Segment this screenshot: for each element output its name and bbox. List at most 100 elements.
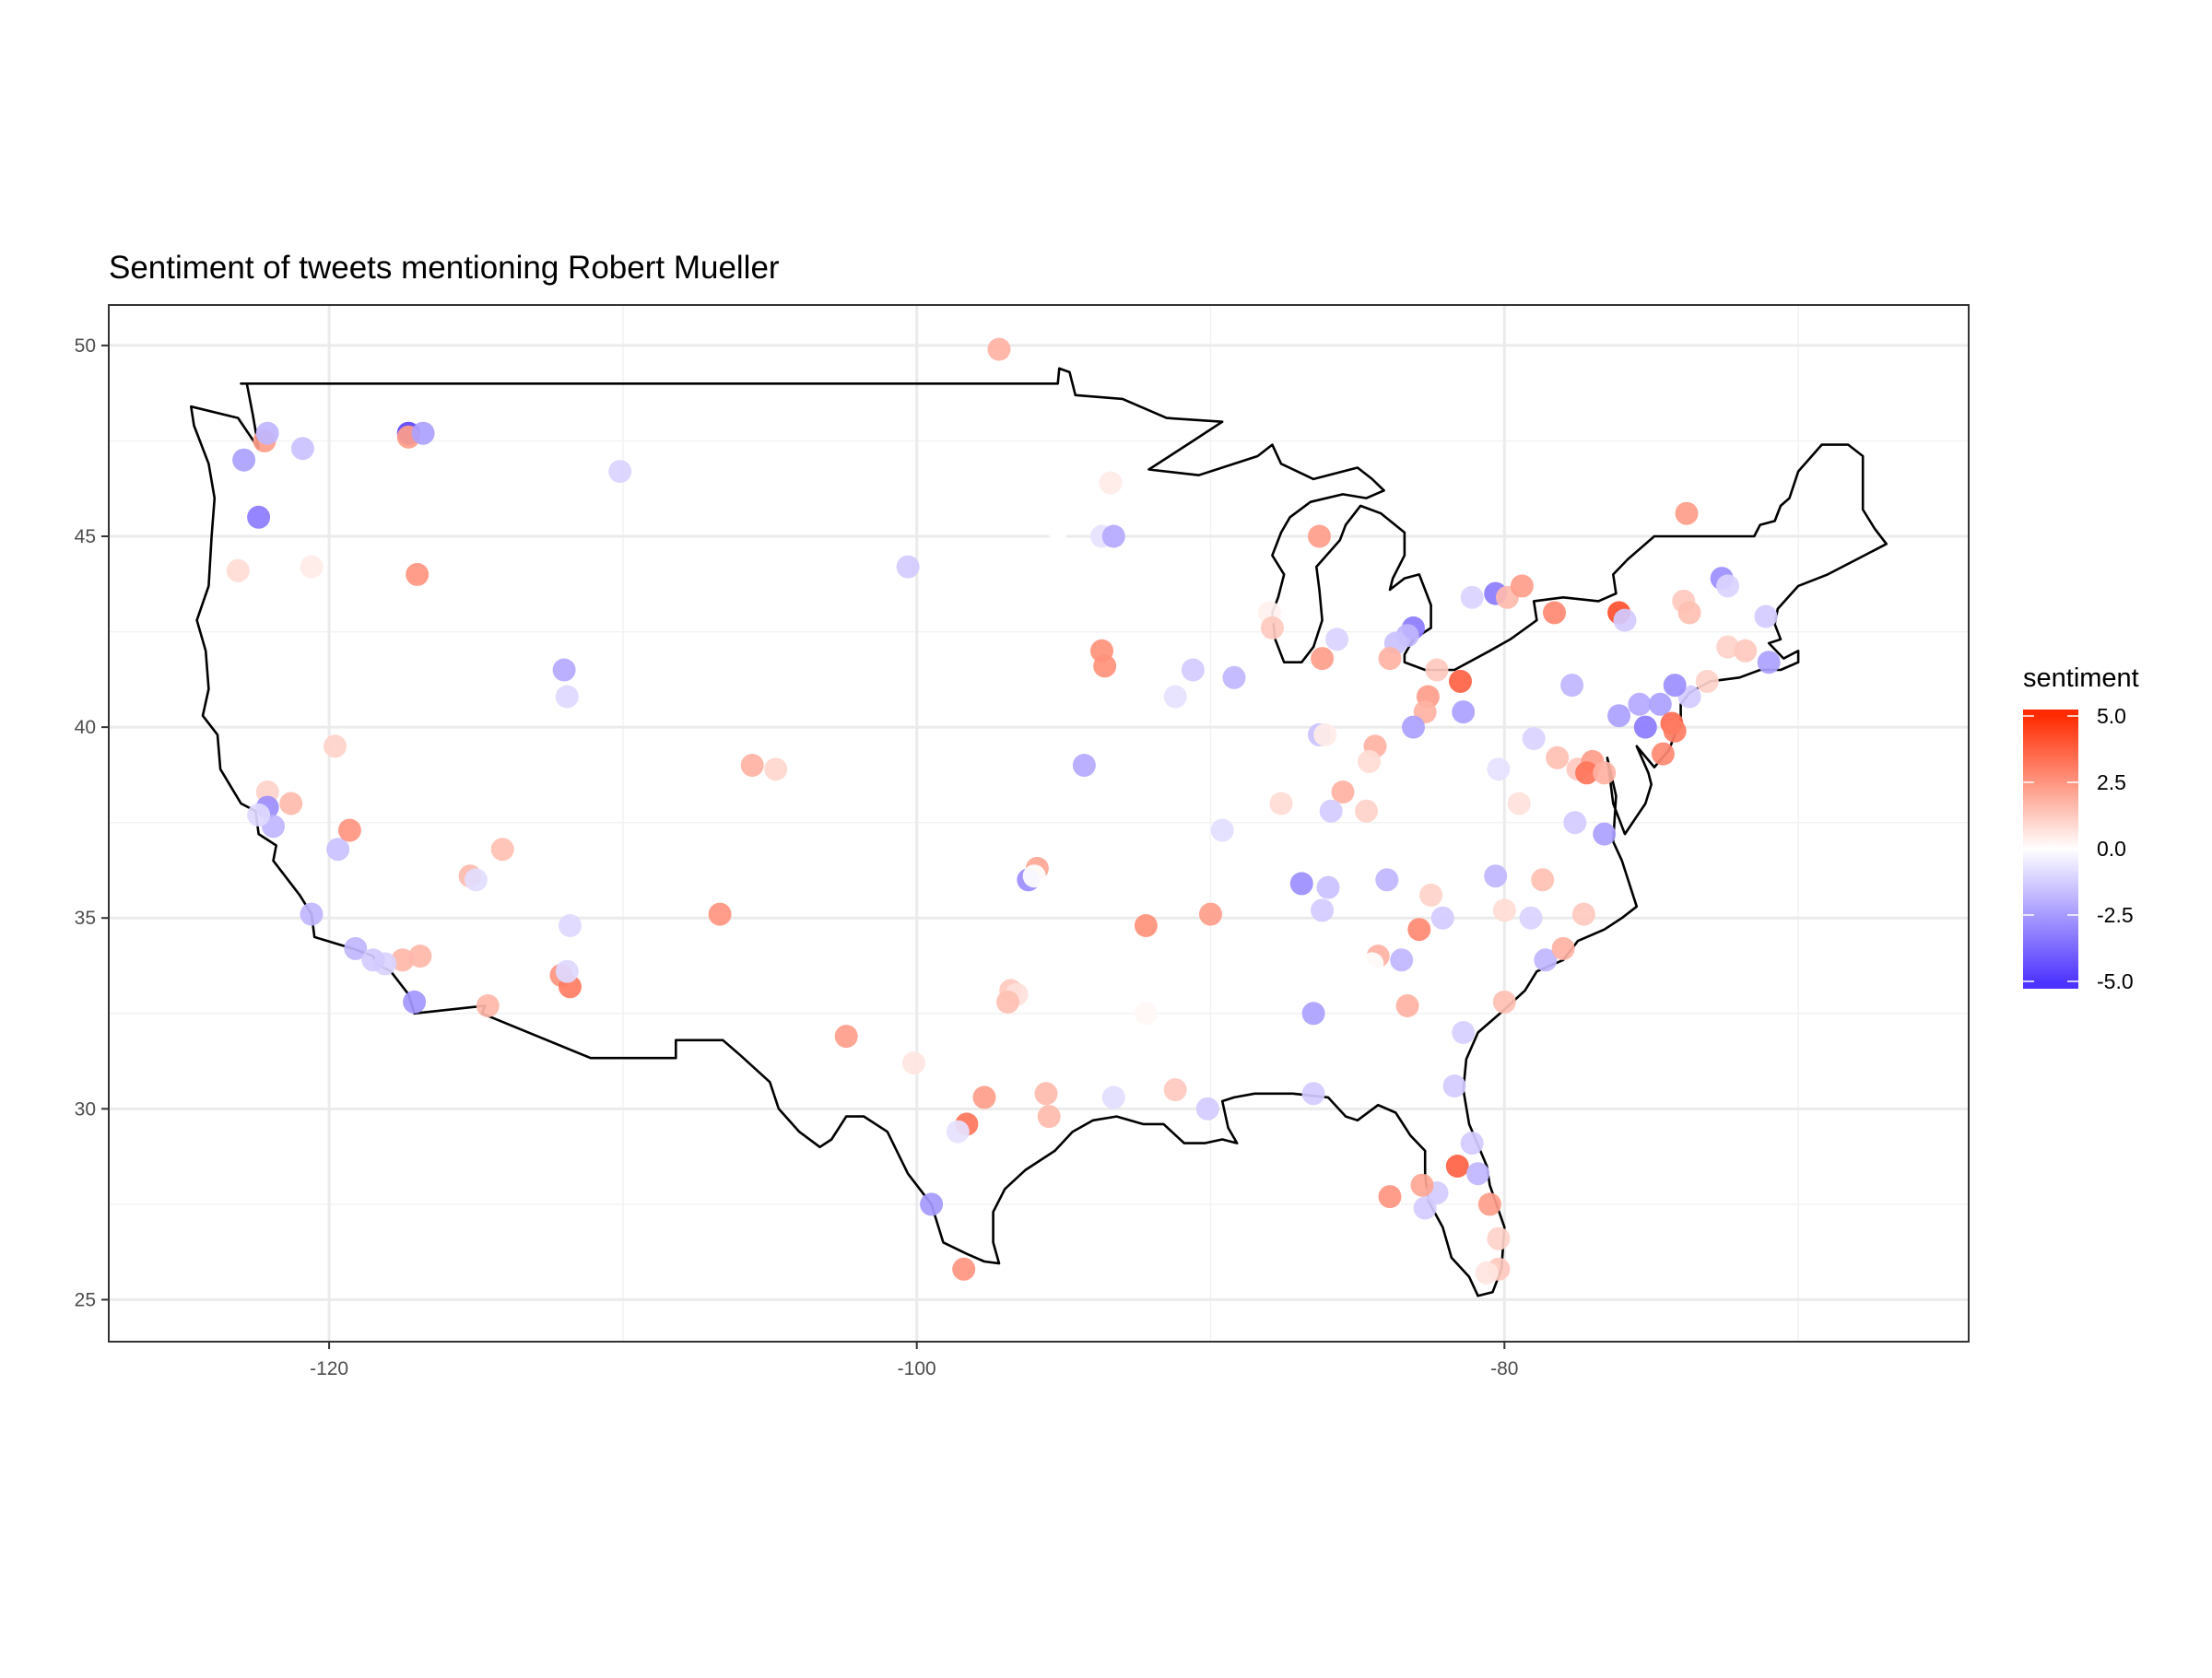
data-point bbox=[1222, 665, 1246, 689]
data-point bbox=[1358, 749, 1382, 773]
data-point bbox=[1301, 1082, 1325, 1106]
axes: -120 -100 -80 25 30 35 40 45 50 bbox=[75, 335, 1519, 1379]
data-point bbox=[920, 1192, 944, 1216]
chart-title: Sentiment of tweets mentioning Robert Mu… bbox=[109, 250, 780, 286]
data-point bbox=[1037, 1105, 1061, 1129]
data-point bbox=[406, 562, 429, 586]
x-tick-label: -80 bbox=[1490, 1358, 1518, 1379]
data-point bbox=[1757, 651, 1781, 675]
legend-tick-label: 2.5 bbox=[2097, 770, 2126, 794]
data-point bbox=[1695, 669, 1719, 693]
data-point bbox=[1477, 1192, 1501, 1216]
data-point bbox=[1199, 902, 1222, 926]
data-point bbox=[1492, 990, 1516, 1014]
data-point bbox=[834, 1025, 858, 1049]
data-point bbox=[1675, 501, 1699, 525]
data-point bbox=[1575, 761, 1599, 785]
data-point bbox=[1319, 799, 1343, 823]
data-point bbox=[1163, 685, 1187, 709]
data-point bbox=[1534, 948, 1558, 972]
data-point bbox=[1484, 864, 1508, 888]
data-point bbox=[1413, 1196, 1437, 1220]
data-point bbox=[403, 990, 427, 1014]
data-point bbox=[1452, 700, 1476, 724]
data-point bbox=[1195, 1097, 1219, 1121]
legend-tick-label: -2.5 bbox=[2097, 903, 2134, 927]
data-point bbox=[1460, 1132, 1484, 1156]
legend: sentiment 5.0 2.5 0.0 -2.5 -5.0 bbox=[2023, 663, 2139, 993]
data-point bbox=[1452, 1021, 1476, 1044]
data-point bbox=[1593, 822, 1617, 846]
data-point bbox=[902, 1051, 925, 1075]
y-tick-label: 30 bbox=[75, 1098, 96, 1120]
data-point bbox=[1716, 635, 1740, 659]
data-point bbox=[1445, 1155, 1469, 1178]
data-point bbox=[1134, 1002, 1158, 1026]
data-point bbox=[337, 818, 361, 842]
data-point bbox=[996, 990, 1019, 1014]
y-tick-label: 35 bbox=[75, 908, 96, 929]
data-point bbox=[1360, 952, 1384, 976]
data-point bbox=[1734, 639, 1758, 663]
data-point bbox=[896, 555, 920, 579]
data-point bbox=[740, 754, 764, 777]
data-point bbox=[247, 803, 271, 827]
data-point bbox=[1072, 754, 1096, 777]
data-point bbox=[1301, 1002, 1325, 1026]
data-point bbox=[764, 757, 788, 781]
data-point bbox=[1407, 918, 1431, 942]
data-point bbox=[946, 1120, 970, 1144]
data-point bbox=[326, 838, 350, 862]
data-point bbox=[552, 658, 576, 682]
data-point bbox=[1475, 1261, 1499, 1285]
data-point bbox=[226, 558, 250, 582]
data-point bbox=[1593, 761, 1617, 785]
data-point bbox=[1034, 1082, 1058, 1106]
data-point bbox=[1648, 692, 1672, 716]
data-point bbox=[1460, 585, 1484, 609]
data-point bbox=[279, 792, 303, 816]
data-point bbox=[361, 948, 385, 972]
data-point bbox=[1093, 654, 1117, 678]
us-outline bbox=[190, 367, 1888, 1297]
data-point bbox=[1311, 898, 1335, 922]
data-point bbox=[1269, 792, 1293, 816]
data-point bbox=[324, 734, 347, 758]
x-tick-label: -120 bbox=[310, 1358, 348, 1379]
data-point bbox=[1419, 883, 1443, 907]
x-tick-label: -100 bbox=[898, 1358, 936, 1379]
legend-tick-label: 0.0 bbox=[2097, 837, 2126, 861]
data-point bbox=[1628, 692, 1652, 716]
data-point bbox=[1022, 864, 1046, 888]
data-point bbox=[1510, 574, 1534, 598]
data-point bbox=[1519, 906, 1543, 930]
data-point bbox=[1101, 1085, 1125, 1109]
data-point bbox=[1099, 471, 1123, 495]
data-point bbox=[1313, 722, 1337, 746]
data-point bbox=[490, 838, 514, 862]
data-point bbox=[608, 460, 632, 484]
us-border-path bbox=[190, 367, 1888, 1297]
data-point bbox=[1046, 517, 1070, 541]
data-point bbox=[1522, 727, 1546, 750]
data-point bbox=[1531, 868, 1555, 892]
legend-title: sentiment bbox=[2023, 663, 2139, 693]
data-point bbox=[1163, 1078, 1187, 1102]
data-point bbox=[1571, 902, 1595, 926]
data-point bbox=[987, 337, 1011, 361]
data-point bbox=[1210, 818, 1234, 842]
y-tick-label: 45 bbox=[75, 526, 96, 547]
data-point bbox=[1754, 604, 1778, 628]
data-point bbox=[1487, 757, 1511, 781]
data-point bbox=[344, 936, 368, 960]
data-point bbox=[1181, 658, 1205, 682]
data-point bbox=[972, 1085, 996, 1109]
data-point bbox=[391, 948, 415, 972]
data-points bbox=[226, 337, 1781, 1285]
data-point bbox=[764, 734, 788, 758]
data-point bbox=[1184, 761, 1208, 785]
data-point bbox=[1633, 715, 1657, 739]
data-point bbox=[1402, 715, 1425, 739]
